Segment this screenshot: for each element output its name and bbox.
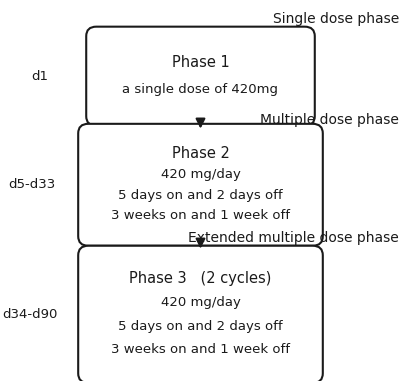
Text: Phase 2: Phase 2 — [172, 146, 229, 162]
FancyBboxPatch shape — [86, 27, 315, 126]
Text: Multiple dose phase: Multiple dose phase — [260, 113, 399, 127]
Text: Single dose phase: Single dose phase — [273, 12, 399, 26]
Text: Extended multiple dose phase: Extended multiple dose phase — [188, 231, 399, 245]
FancyBboxPatch shape — [78, 246, 323, 381]
Text: 3 weeks on and 1 week off: 3 weeks on and 1 week off — [111, 343, 290, 356]
Text: 420 mg/day: 420 mg/day — [160, 168, 241, 181]
Text: 3 weeks on and 1 week off: 3 weeks on and 1 week off — [111, 209, 290, 222]
Text: 5 days on and 2 days off: 5 days on and 2 days off — [118, 320, 283, 333]
Text: d1: d1 — [32, 70, 49, 83]
Text: d5-d33: d5-d33 — [8, 178, 56, 191]
Text: d34-d90: d34-d90 — [2, 308, 58, 321]
FancyBboxPatch shape — [78, 124, 323, 246]
Text: Phase 3   (2 cycles): Phase 3 (2 cycles) — [129, 271, 272, 287]
Text: 5 days on and 2 days off: 5 days on and 2 days off — [118, 189, 283, 202]
Text: Phase 1: Phase 1 — [172, 55, 229, 70]
Text: 420 mg/day: 420 mg/day — [160, 296, 241, 309]
Text: a single dose of 420mg: a single dose of 420mg — [122, 83, 279, 96]
